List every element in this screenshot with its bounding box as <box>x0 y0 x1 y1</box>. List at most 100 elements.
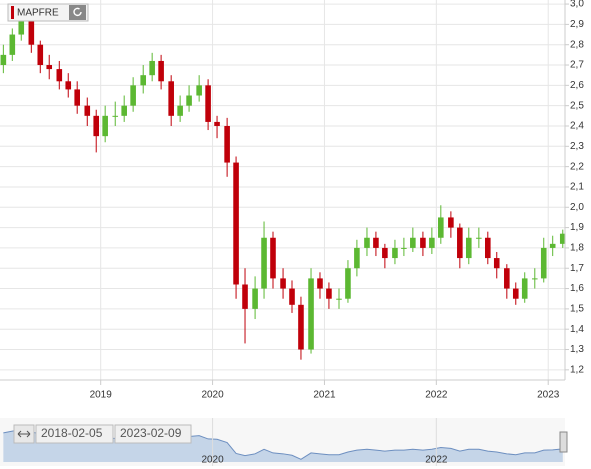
candle-body <box>242 284 248 309</box>
candle-body <box>196 85 202 96</box>
candle-body <box>233 162 239 285</box>
y-tick-label: 2,9 <box>570 19 584 30</box>
candle-body <box>521 278 528 299</box>
legend[interactable]: MAPFRE <box>7 3 89 22</box>
candle-body <box>448 217 454 228</box>
y-tick-label: 1,2 <box>570 364 584 375</box>
navigator-handle[interactable] <box>559 431 568 453</box>
y-tick-label: 1,4 <box>570 324 584 335</box>
candle-body <box>168 81 174 116</box>
candle-body <box>140 75 147 86</box>
candle-body <box>457 227 463 259</box>
candle-body <box>298 304 304 350</box>
y-tick-label: 1,6 <box>570 283 584 294</box>
legend-box[interactable] <box>7 3 89 22</box>
candle-body <box>177 105 183 116</box>
y-tick-label: 2,8 <box>570 39 584 50</box>
navigator-tick-label: 2022 <box>425 455 448 466</box>
candle-body <box>112 115 119 117</box>
candle-body <box>373 237 379 248</box>
candle-body <box>382 247 388 259</box>
candle-body <box>149 60 155 76</box>
candle-body <box>493 258 500 269</box>
candle-body <box>438 217 444 238</box>
y-tick-label: 1,7 <box>570 263 584 274</box>
candle-body <box>465 237 472 259</box>
candle-body <box>261 237 267 289</box>
date-to[interactable]: 2023-02-09 <box>120 426 182 440</box>
candle-body <box>308 278 314 350</box>
candle-body <box>401 247 407 249</box>
candle-body <box>214 121 220 126</box>
candle-body <box>392 247 398 259</box>
candle-body <box>345 268 351 299</box>
y-tick-label: 1,8 <box>570 243 584 254</box>
candle-body <box>121 105 127 116</box>
candle-body <box>74 89 80 106</box>
legend-marker <box>11 6 14 19</box>
plot-area <box>0 0 569 385</box>
candle-body <box>410 237 416 248</box>
candle-body <box>354 247 360 269</box>
y-tick-label: 2,6 <box>570 80 584 91</box>
candle-body <box>205 85 211 122</box>
refresh-button[interactable] <box>69 5 86 20</box>
y-tick-label: 2,5 <box>570 100 584 111</box>
candle-body <box>289 288 295 305</box>
y-tick-label: 2,3 <box>570 141 584 152</box>
candle-body <box>158 60 164 82</box>
range-arrow <box>17 430 31 438</box>
candle-body <box>93 115 100 137</box>
candle-body <box>485 237 491 259</box>
candle-body <box>429 237 435 248</box>
date-to-box[interactable] <box>114 424 192 444</box>
candle-body <box>270 237 276 279</box>
x-tick-label: 2023 <box>537 390 560 401</box>
candle-body <box>9 34 16 55</box>
candle-body <box>476 237 482 239</box>
candle-body <box>224 125 230 163</box>
candle-body <box>504 268 510 289</box>
candle-body <box>280 278 286 289</box>
candle-body <box>549 243 556 248</box>
x-tick-label: 2019 <box>90 390 113 401</box>
legend-label[interactable]: MAPFRE <box>17 8 59 19</box>
candle-body <box>531 278 538 280</box>
y-tick-label: 2,2 <box>570 161 584 172</box>
x-tick-label: 2020 <box>201 390 224 401</box>
date-from[interactable]: 2018-02-05 <box>41 426 103 440</box>
y-tick-label: 2,0 <box>570 202 584 213</box>
y-tick-label: 2,7 <box>570 60 584 71</box>
candle-body <box>37 44 44 66</box>
candle-body <box>65 81 72 90</box>
candle-body <box>364 237 370 248</box>
candle-body <box>18 20 25 35</box>
candle-body <box>102 115 108 137</box>
range-selector: 2018-02-05 2023-02-09 <box>13 424 192 444</box>
candle-body <box>0 54 7 66</box>
candle-body <box>540 247 547 279</box>
date-from-box[interactable] <box>35 424 114 444</box>
candle-body <box>512 288 519 299</box>
y-tick-label: 2,4 <box>570 121 584 132</box>
candle-body <box>84 105 91 116</box>
x-tick-label: 2021 <box>313 390 336 401</box>
candle-body <box>336 298 342 300</box>
candle-body <box>28 20 35 45</box>
candle-body <box>186 95 192 106</box>
y-tick-label: 2,1 <box>570 182 584 193</box>
y-tick-label: 1,5 <box>570 304 584 315</box>
y-tick-label: 1,9 <box>570 222 584 233</box>
candle-body <box>326 288 332 299</box>
navigator-tick-label: 2020 <box>201 455 224 466</box>
candle-body <box>130 85 136 106</box>
candle-body <box>317 278 323 289</box>
refresh-icon <box>73 7 82 16</box>
y-tick-label: 3,0 <box>570 0 584 10</box>
candle-body <box>420 237 426 248</box>
candle-body <box>559 233 566 244</box>
candle-body <box>56 69 63 82</box>
y-tick-label: 1,3 <box>570 344 584 355</box>
